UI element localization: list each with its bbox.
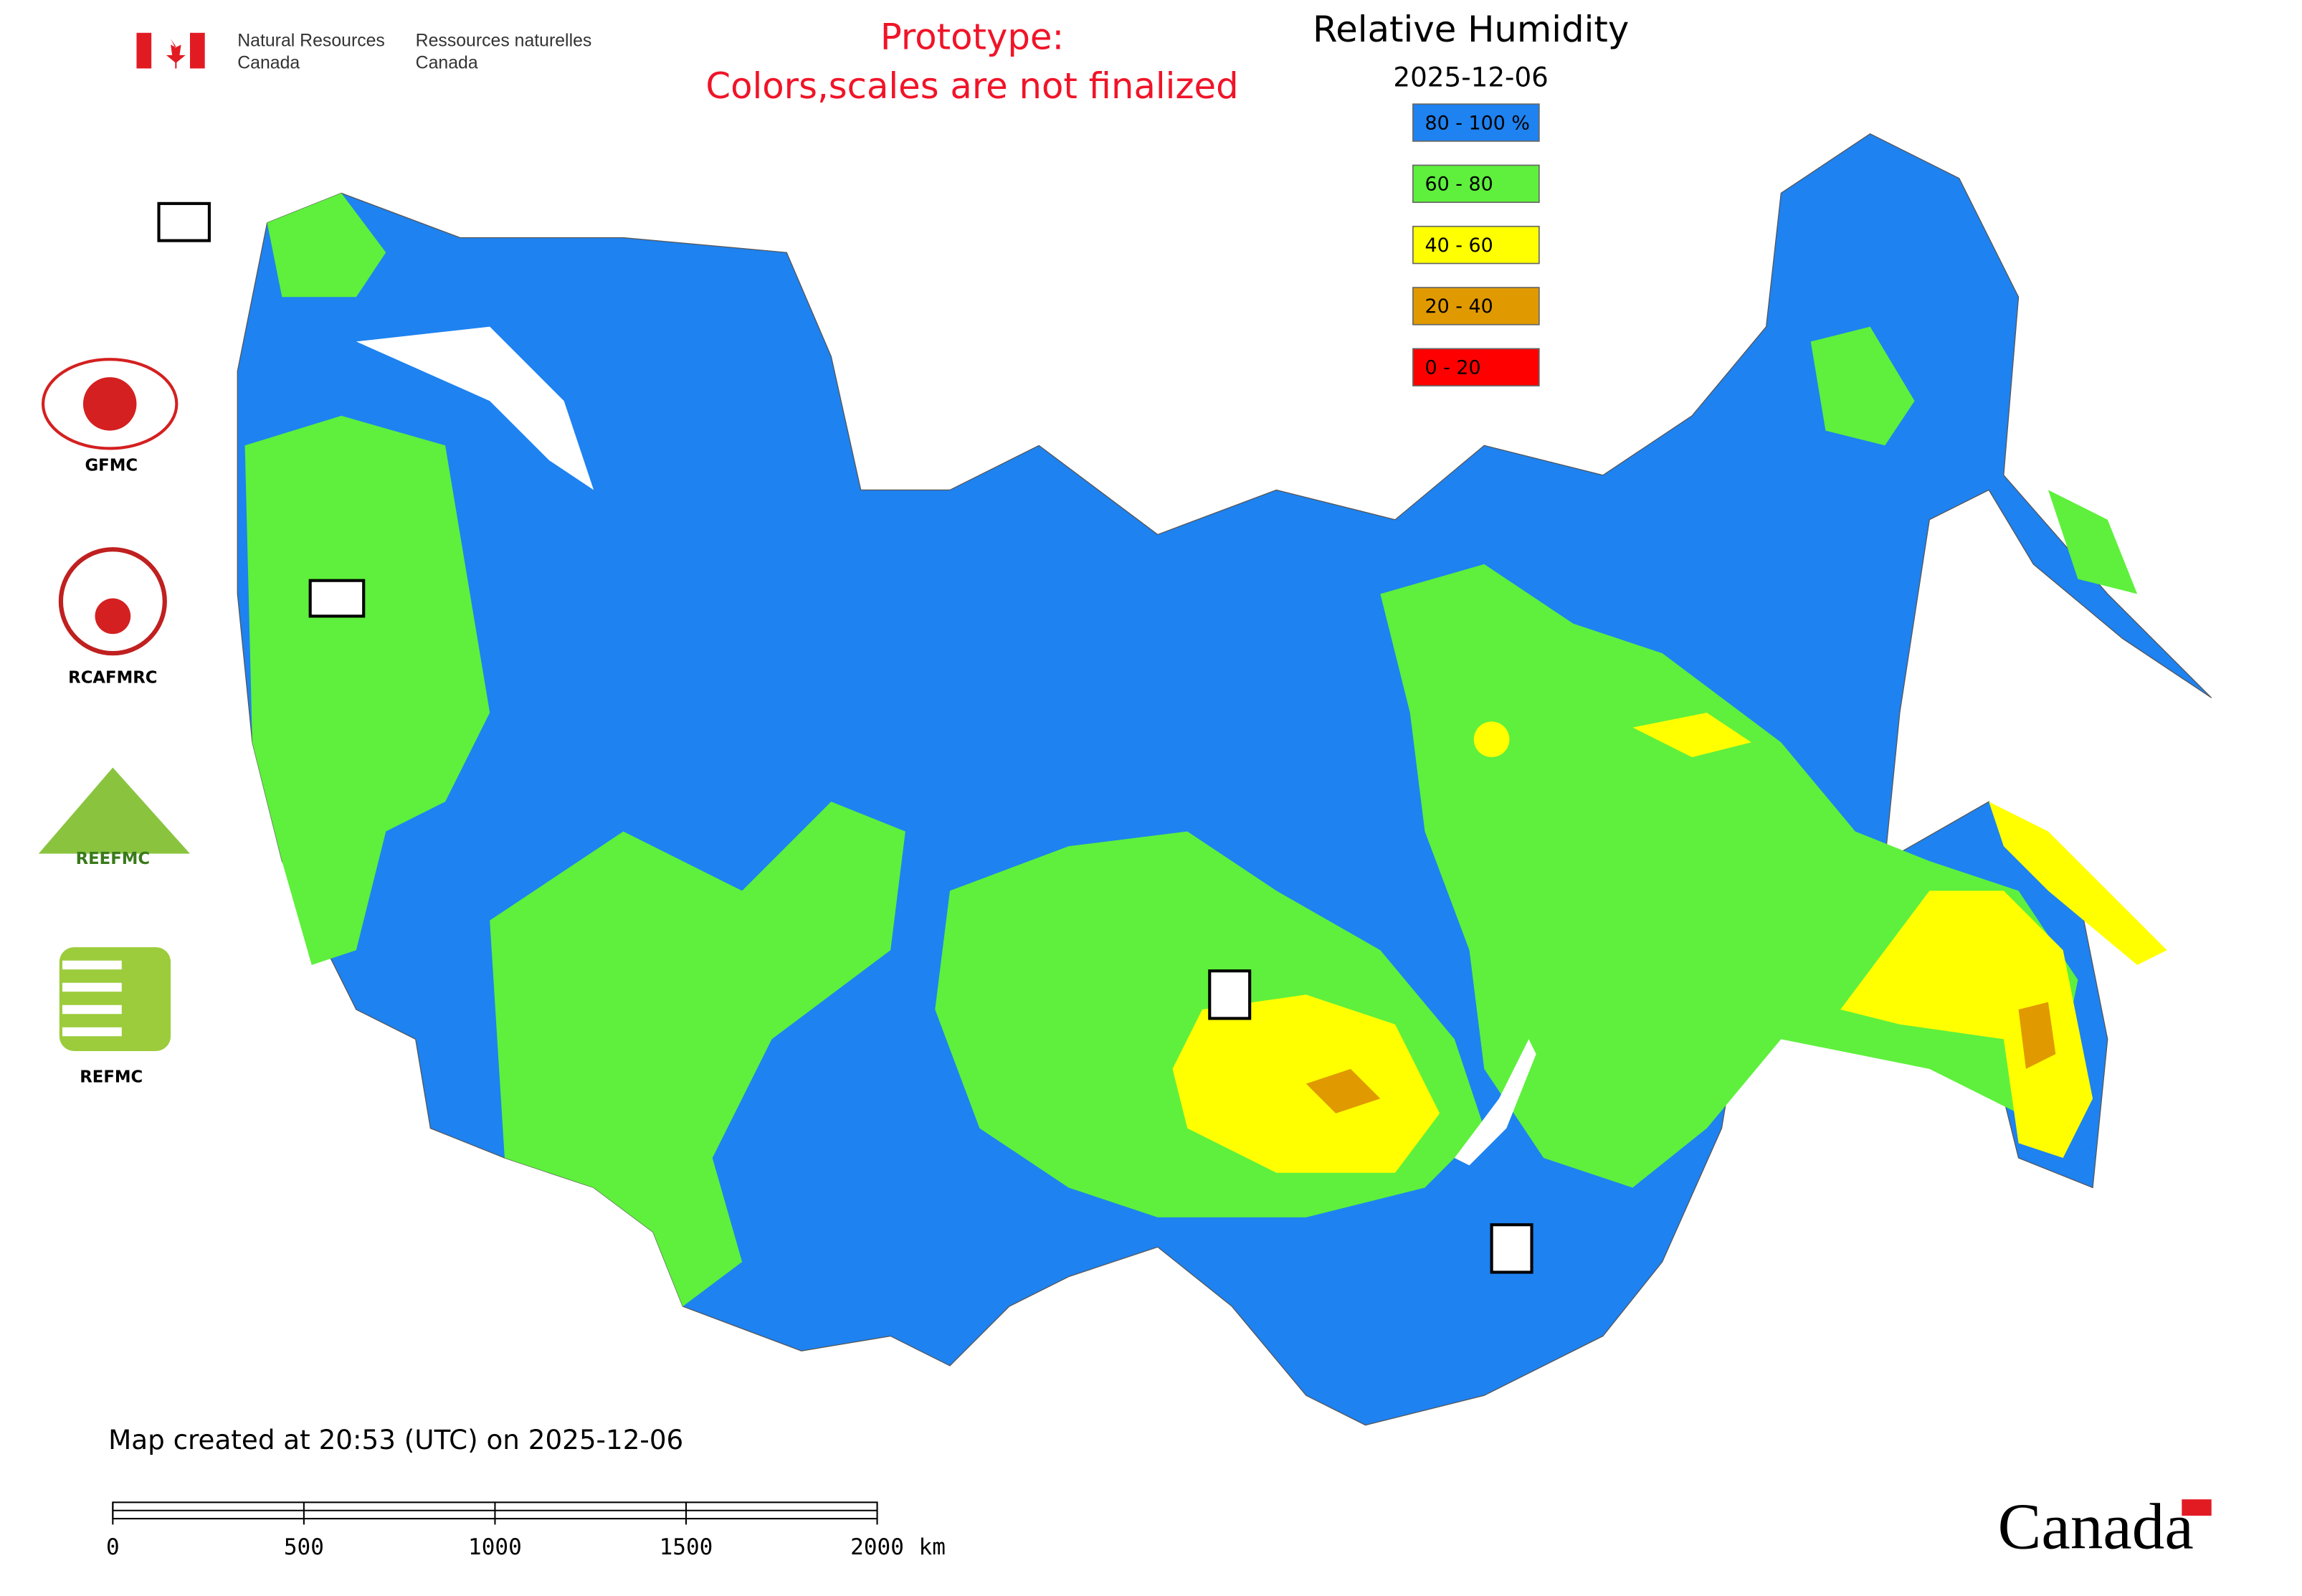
map-date: 2025-12-06 — [1393, 61, 1548, 92]
center-marker — [1208, 969, 1252, 1020]
humidity-zone — [267, 193, 386, 298]
agency-fr: Ressources naturelles — [416, 31, 592, 50]
legend: 80 - 100 % 60 - 80 40 - 60 20 - 40 0 - 20 — [1412, 103, 1540, 386]
legend-label: 40 - 60 — [1425, 234, 1493, 257]
legend-swatch — [1412, 287, 1540, 326]
scale-tick-label: 1500 — [660, 1534, 713, 1560]
land-region — [237, 133, 2212, 1426]
water-body — [356, 326, 594, 490]
legend-swatch — [1412, 225, 1540, 265]
humidity-zone — [1473, 721, 1510, 758]
legend-label: 60 - 80 — [1425, 174, 1493, 196]
humidity-zone — [2018, 1002, 2056, 1069]
wordmark-flag — [2182, 1499, 2212, 1516]
map — [237, 133, 2212, 1426]
footer-note: Map created at 20:53 (UTC) on 2025-12-06 — [108, 1424, 683, 1455]
logo-icon — [38, 767, 190, 854]
logo-icon — [41, 358, 179, 450]
scale-tick-label: 0 — [106, 1534, 120, 1560]
partner-logos: GFMC RCAFMRC REEFMC REFMC — [38, 358, 190, 1086]
scale-unit: km — [919, 1534, 946, 1560]
logo-label: GFMC — [85, 457, 138, 475]
center-marker — [308, 579, 366, 618]
legend-label: 80 - 100 % — [1425, 112, 1530, 134]
map-title: Relative Humidity — [1313, 9, 1629, 50]
flag-bar — [189, 32, 205, 69]
center-marker — [157, 201, 211, 242]
humidity-zone — [1305, 1068, 1381, 1113]
humidity-zone — [1840, 890, 2093, 1159]
logo-icon — [59, 947, 171, 1051]
center-marker — [1490, 1223, 1533, 1274]
lake — [1454, 1039, 1536, 1166]
legend-swatch — [1412, 348, 1540, 386]
canada-wordmark: Canada — [1998, 1491, 2194, 1563]
logo-label: RCAFMRC — [68, 669, 157, 688]
logo-icon — [62, 960, 122, 1037]
humidity-zone — [1380, 564, 2078, 1188]
legend-label: 20 - 40 — [1425, 295, 1493, 318]
agency-signature: Natural Resources Canada Ressources natu… — [136, 31, 591, 72]
humidity-zone — [2047, 490, 2138, 594]
notice: Colors,scales are not finalized — [705, 65, 1238, 107]
humidity-zone — [1632, 712, 1751, 758]
legend-label: 0 - 20 — [1425, 357, 1480, 379]
flag-bar — [136, 32, 152, 69]
humidity-zone — [244, 415, 490, 965]
logo-icon — [95, 598, 131, 635]
scale-tick-label: 500 — [284, 1534, 324, 1560]
agency-en: Natural Resources — [237, 31, 385, 50]
logo-label: REEFMC — [76, 850, 151, 868]
logo-label: REFMC — [80, 1068, 143, 1086]
legend-swatch — [1412, 164, 1540, 204]
scale-tick-label: 2000 — [850, 1534, 904, 1560]
scale-bar: 0 500 1000 1500 2000 km — [106, 1501, 946, 1560]
legend-swatch — [1412, 103, 1540, 142]
notice: Prototype: — [880, 16, 1064, 58]
humidity-zone — [1989, 802, 2167, 965]
humidity-zone — [1810, 326, 1915, 446]
agency-fr: Canada — [416, 53, 478, 72]
humidity-zone — [490, 802, 905, 1307]
maple-leaf — [166, 39, 186, 69]
logo-icon — [82, 377, 137, 431]
agency-en: Canada — [237, 53, 300, 72]
scale-tick-label: 1000 — [468, 1534, 522, 1560]
